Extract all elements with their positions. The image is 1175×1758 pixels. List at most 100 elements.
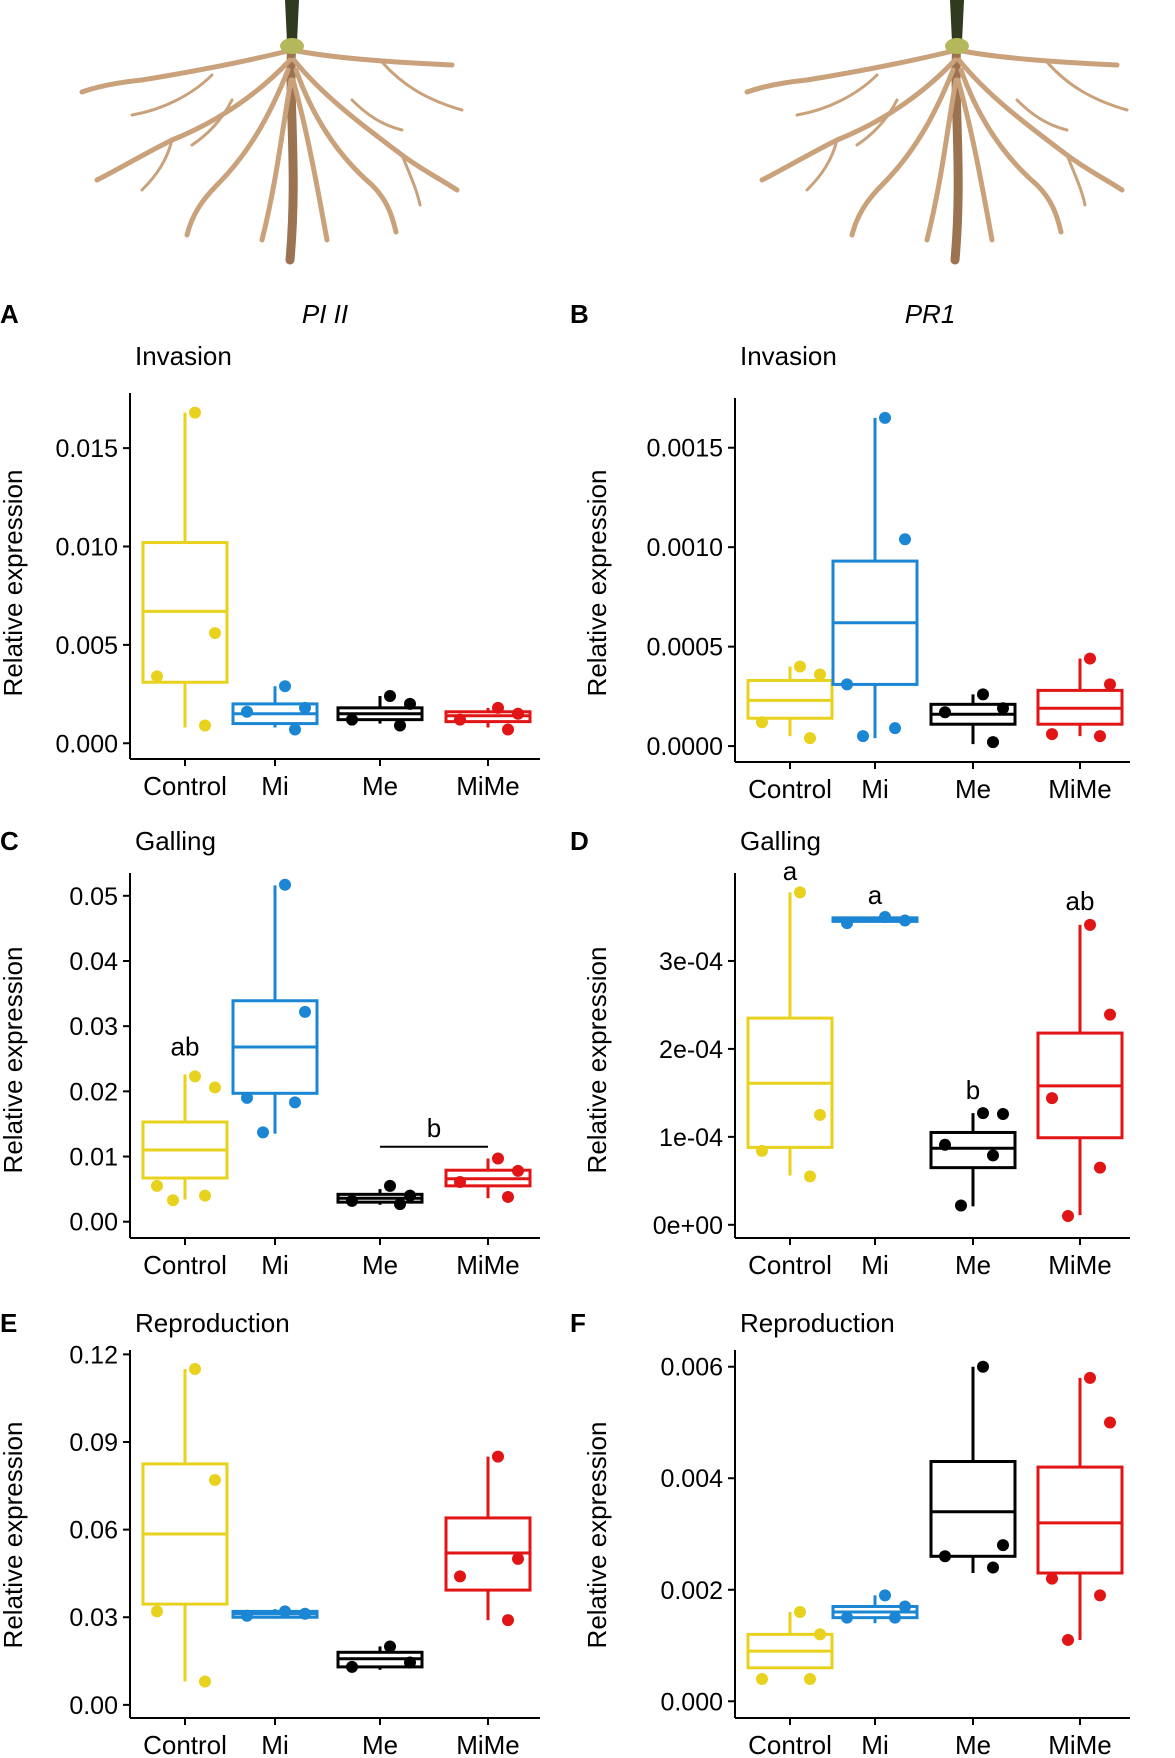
box-mi [831,910,919,930]
data-point [794,660,806,673]
x-tick-label: MiMe [1048,774,1112,804]
data-point [804,1672,816,1685]
y-tick-label: 0.000 [660,1688,723,1716]
root-branch [1045,60,1129,112]
root-branch [855,98,899,147]
data-point [899,533,911,546]
data-point [492,1152,504,1165]
x-tick-label: Me [362,1250,398,1280]
data-point [879,910,891,923]
y-tick-label: 3e-04 [659,948,723,976]
data-point [199,719,211,732]
data-point [794,1606,806,1619]
data-point [454,1175,466,1188]
y-tick-label: 0.0005 [647,634,723,662]
root-collar [945,38,969,54]
y-tick-label: 0.004 [660,1465,723,1493]
panel-label: B [570,299,589,329]
x-tick-label: MiMe [456,771,520,801]
x-tick-label: Control [143,771,227,801]
root-branch [1065,153,1087,207]
root-branch [744,47,960,95]
box-me [336,1640,424,1673]
x-tick-label: Me [362,1730,398,1758]
data-point [209,1081,221,1094]
x-tick-label: Me [362,771,398,801]
data-point [794,886,806,899]
y-tick-label: 1e-04 [659,1124,723,1152]
y-tick-label: 0.09 [69,1429,118,1457]
box-control [141,406,229,732]
data-point [279,680,291,693]
data-point [1062,1633,1074,1646]
data-point [151,1179,163,1192]
panel-title: Invasion [135,341,232,371]
box-control [746,1606,834,1685]
y-tick-label: 0.02 [69,1078,118,1106]
data-point [189,1362,201,1375]
data-point [384,690,396,703]
y-axis-label: Relative expression [582,947,612,1174]
x-tick-label: Control [748,774,832,804]
panel-title: Galling [740,826,821,856]
y-tick-label: 0.01 [69,1144,118,1172]
x-tick-label: Mi [861,774,888,804]
y-tick-label: 2e-04 [659,1036,723,1064]
root-branch [759,57,958,183]
root-branch [956,57,1125,193]
y-tick-label: 0.002 [660,1577,723,1605]
panel-label: F [570,1308,586,1338]
root-branch [285,35,298,265]
data-point [899,914,911,927]
panel-c: C Galling Relative expression 0.00 0.01 0.02 0… [0,826,540,1280]
box-iqr [1036,1465,1124,1575]
x-tick-label: Mi [861,1250,888,1280]
data-point [1084,918,1096,931]
data-point [889,722,901,735]
y-tick-label: 0.12 [69,1341,118,1369]
data-point [209,627,221,640]
data-point [384,1640,396,1653]
box-mi [831,411,919,743]
root-branch [130,73,214,117]
panel-e: E Reproduction Relative expression 0.00 0.03… [0,1308,540,1758]
box-control [141,1070,229,1207]
root-branch [958,67,1064,235]
data-point [1094,1589,1106,1602]
data-point [151,670,163,683]
data-point [939,706,951,719]
root-stem [285,0,299,42]
y-tick-label: 0.04 [69,948,118,976]
box-mime [1036,652,1124,743]
data-point [987,736,999,749]
data-point [804,732,816,745]
panel-title: Invasion [740,341,837,371]
box-mime [1036,918,1124,1223]
data-point [939,1550,951,1563]
data-point [241,705,253,718]
root-branch [293,67,399,235]
panel-d: D Galling Relative expression 0e+00 1e-04 2e-… [570,826,1130,1280]
x-tick-label: Control [143,1730,227,1758]
panel-b: B Invasion Relative expression 0.0000 0.0005… [570,299,1130,804]
x-tick-label: MiMe [1048,1730,1112,1758]
data-point [299,1607,311,1620]
y-tick-label: 0.03 [69,1604,118,1632]
x-tick-label: MiMe [456,1730,520,1758]
data-point [151,1605,163,1618]
panel-a: A Invasion Relative expression 0.000 0.005 0.… [0,299,540,801]
root-branch [380,60,464,112]
root-branch [79,47,295,95]
root-branch [259,77,294,243]
data-point [394,1198,406,1211]
data-point [977,688,989,701]
y-tick-label: 0e+00 [653,1212,723,1240]
root-branch [955,77,995,243]
y-tick-label: 0.00 [69,1209,118,1237]
box-mime [444,701,532,736]
y-tick-label: 0.0010 [647,534,723,562]
data-point [289,1096,301,1109]
data-point [841,917,853,930]
data-point [756,716,768,729]
data-point [1046,1092,1058,1105]
